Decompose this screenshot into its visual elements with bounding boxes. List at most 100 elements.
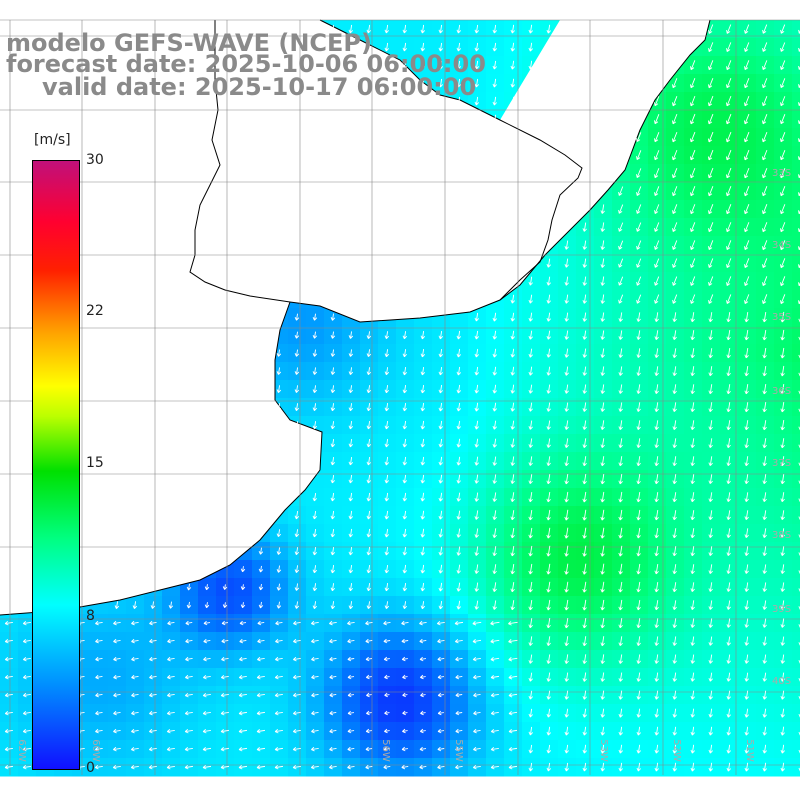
wind-arrow <box>690 312 695 323</box>
wind-arrow <box>347 692 354 698</box>
wind-arrow <box>726 240 732 251</box>
wind-arrow <box>600 690 605 700</box>
wind-arrow <box>420 24 426 34</box>
wind-arrow <box>150 601 156 609</box>
wind-arrow <box>312 385 318 393</box>
wind-arrow <box>294 421 300 430</box>
wind-arrow <box>348 528 354 538</box>
wind-arrow <box>437 656 445 662</box>
wind-arrow <box>474 474 479 484</box>
wind-arrow <box>510 60 515 70</box>
wind-arrow <box>438 564 443 574</box>
wind-arrow <box>654 762 659 772</box>
wind-arrow <box>528 527 533 539</box>
wind-cell <box>792 308 800 327</box>
wind-arrow <box>474 492 479 502</box>
wind-arrow <box>636 563 641 575</box>
wind-arrow <box>528 545 533 557</box>
wind-arrow <box>636 276 642 286</box>
colorbar-unit: [m/s] <box>34 132 71 148</box>
wind-arrow <box>474 24 480 34</box>
wind-arrow <box>203 620 211 626</box>
wind-arrow <box>474 348 480 358</box>
wind-arrow <box>636 726 641 736</box>
wind-arrow <box>366 601 372 610</box>
wind-arrow <box>258 547 264 555</box>
wind-arrow <box>672 78 678 89</box>
wind-arrow <box>4 746 13 752</box>
wind-arrow <box>546 762 552 772</box>
wind-arrow <box>654 744 659 754</box>
wind-arrow <box>203 656 211 662</box>
wind-arrow <box>293 656 301 662</box>
wind-arrow <box>384 546 390 556</box>
wind-arrow <box>510 474 515 484</box>
wind-arrow <box>222 602 228 608</box>
wind-arrow <box>690 726 695 736</box>
wind-arrow <box>636 744 641 754</box>
wind-arrow <box>618 672 623 682</box>
wind-arrow <box>726 654 731 664</box>
wind-arrow <box>672 546 677 557</box>
wind-arrow <box>636 636 641 646</box>
wind-arrow <box>384 24 390 34</box>
wind-arrow <box>600 672 605 682</box>
wind-arrow <box>726 42 732 52</box>
wind-arrow <box>114 601 120 609</box>
wind-arrow <box>726 402 731 413</box>
wind-arrow <box>708 636 713 646</box>
wind-arrow <box>131 692 139 698</box>
wind-arrow <box>582 473 587 485</box>
wind-arrow <box>690 654 695 664</box>
wind-arrow <box>330 546 336 556</box>
wind-arrow <box>690 528 695 539</box>
wind-arrow <box>456 438 461 448</box>
lat-label: 35S <box>772 312 792 323</box>
lat-label: 39S <box>772 604 792 615</box>
wind-arrow <box>148 728 157 734</box>
wind-arrow <box>762 258 768 269</box>
wind-arrow <box>582 276 587 286</box>
wind-arrow <box>600 294 605 304</box>
wind-arrow <box>436 620 445 626</box>
wind-arrow <box>366 24 372 34</box>
wind-arrow <box>420 60 426 70</box>
wind-cell <box>792 92 800 111</box>
wind-arrow <box>528 348 533 358</box>
wind-arrow <box>474 600 479 610</box>
wind-arrow <box>384 692 390 698</box>
wind-arrow <box>312 492 318 502</box>
wind-arrow <box>456 528 461 538</box>
wind-arrow <box>618 366 623 376</box>
wind-arrow <box>762 636 767 646</box>
wind-arrow <box>707 95 714 107</box>
wind-arrow <box>347 620 355 626</box>
wind-arrow <box>600 348 605 358</box>
wind-arrow <box>672 222 678 232</box>
wind-arrow <box>690 384 695 395</box>
wind-arrow <box>762 564 767 574</box>
wind-arrow <box>672 420 677 431</box>
wind-arrow <box>762 294 768 305</box>
wind-arrow <box>384 564 390 574</box>
wind-arrow <box>618 563 623 575</box>
wind-arrow <box>347 764 355 770</box>
wind-arrow <box>762 24 768 34</box>
wind-arrow <box>636 294 642 304</box>
wind-arrow <box>564 527 569 539</box>
wind-arrow <box>744 474 749 485</box>
wind-arrow <box>402 692 408 698</box>
wind-arrow <box>402 601 408 610</box>
wind-arrow <box>131 710 139 716</box>
lon-label: 55W <box>452 739 464 762</box>
wind-arrow <box>330 510 336 520</box>
wind-arrow <box>294 367 300 375</box>
wind-arrow <box>330 349 336 357</box>
wind-arrow <box>292 746 301 752</box>
wind-arrow <box>456 78 462 88</box>
wind-arrow <box>510 366 515 376</box>
wind-arrow <box>294 565 300 573</box>
wind-arrow <box>330 583 336 592</box>
wind-arrow <box>347 638 355 644</box>
wind-arrow <box>708 600 713 610</box>
